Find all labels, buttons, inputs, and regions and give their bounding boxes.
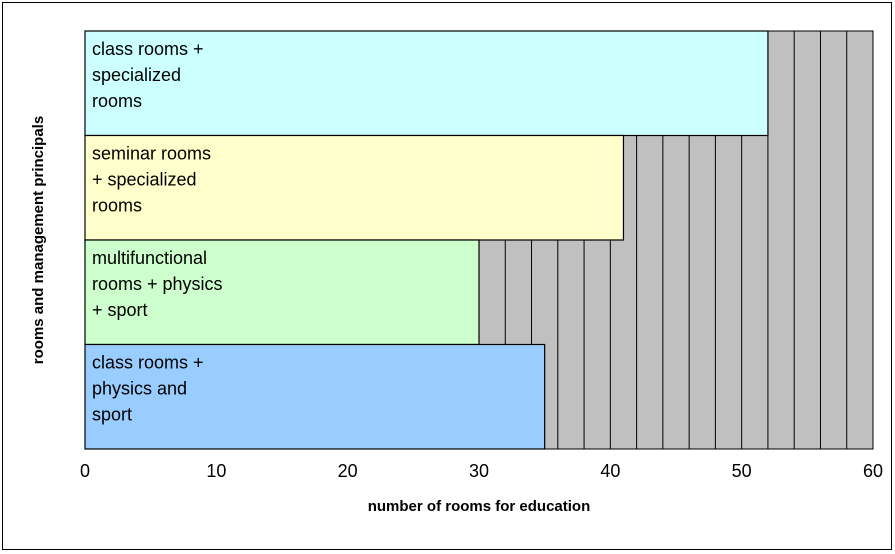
- x-tick-label: 40: [600, 461, 620, 481]
- bar-label: multifunctional rooms + physics + sport: [92, 248, 223, 320]
- bar-label-line: rooms: [92, 91, 142, 111]
- bar-label-line: sport: [92, 405, 132, 425]
- bar: [84, 134, 625, 241]
- bar-label-line: + sport: [92, 300, 148, 320]
- bar-label-line: class rooms +: [92, 39, 204, 59]
- bar-label-line: specialized: [92, 65, 181, 85]
- x-tick-label: 60: [863, 461, 883, 481]
- bar-label-line: + specialized: [92, 170, 197, 190]
- bar-label-line: rooms: [92, 196, 142, 216]
- y-axis-label: rooms and management principals: [30, 116, 47, 364]
- x-axis-label: number of rooms for education: [368, 498, 591, 515]
- x-tick-label: 20: [338, 461, 358, 481]
- bar-label: class rooms + specialized rooms: [92, 39, 204, 111]
- bar: [84, 343, 546, 450]
- x-tick-label: 30: [469, 461, 489, 481]
- plot-border: [84, 30, 874, 450]
- bar-label-line: rooms + physics: [92, 274, 223, 294]
- x-axis-ticks: 0 10 20 30 40 50 60: [80, 461, 883, 481]
- bar: [84, 239, 480, 346]
- x-tick-label: 10: [206, 461, 226, 481]
- bar-label: seminar rooms + specialized rooms: [92, 144, 211, 216]
- x-tick-label: 0: [80, 461, 90, 481]
- bar-label-line: multifunctional: [92, 248, 207, 268]
- bar-label-line: physics and: [92, 379, 187, 399]
- bar-label-line: class rooms +: [92, 353, 204, 373]
- bar-label: class rooms + physics and sport: [92, 353, 204, 425]
- bar-label-line: seminar rooms: [92, 144, 211, 164]
- x-tick-label: 50: [732, 461, 752, 481]
